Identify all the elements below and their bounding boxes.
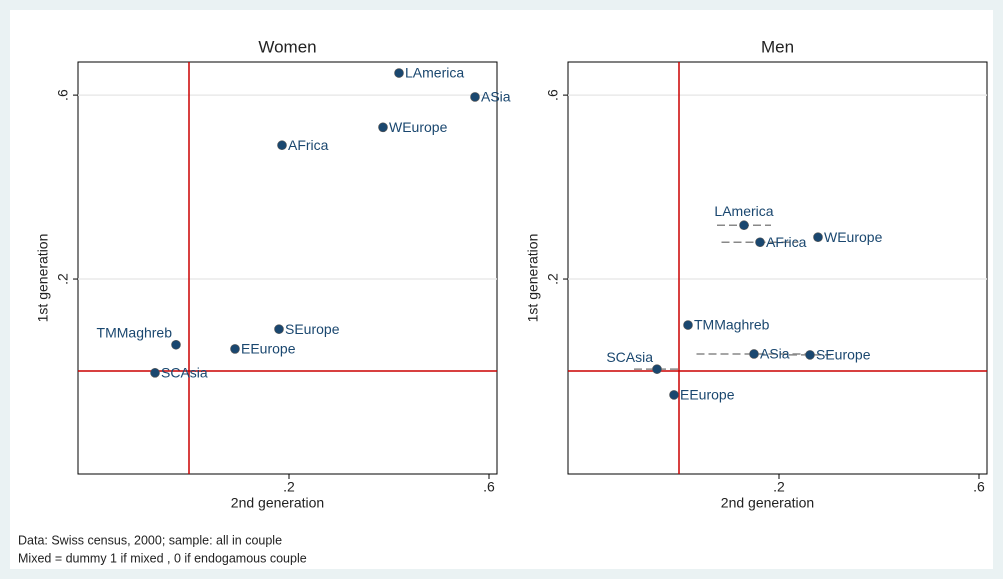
point — [150, 368, 160, 378]
y-axis-label: 1st generation — [35, 234, 51, 323]
y-tick-label: .2 — [545, 273, 561, 285]
point-label: AFrica — [288, 137, 329, 153]
note: Data: Swiss census, 2000; sample: all in… — [18, 533, 282, 547]
point-label: TMMaghreb — [694, 317, 770, 333]
x-tick-label: .2 — [773, 479, 785, 495]
x-tick-label: .6 — [973, 479, 985, 495]
point-label: AFrica — [766, 234, 807, 250]
point — [813, 232, 823, 242]
plot-area — [567, 61, 988, 475]
panel-title: Men — [761, 37, 794, 56]
x-axis-label: 2nd generation — [721, 495, 814, 511]
point — [805, 350, 815, 360]
point-label: SEurope — [816, 347, 871, 363]
point — [652, 364, 662, 374]
point-label: EEurope — [241, 341, 296, 357]
point — [394, 68, 404, 78]
y-axis-label: 1st generation — [525, 234, 541, 323]
point-label: SCAsia — [161, 365, 208, 381]
panel-title: Women — [258, 37, 316, 56]
point-label: LAmerica — [714, 203, 773, 219]
y-tick-label: .2 — [55, 273, 71, 285]
point-label: EEurope — [680, 387, 735, 403]
point — [683, 320, 693, 330]
point — [755, 237, 765, 248]
point — [749, 349, 759, 359]
point — [171, 339, 181, 350]
x-axis-label: 2nd generation — [231, 495, 324, 511]
point — [274, 324, 284, 334]
point — [669, 390, 679, 400]
point-label: LAmerica — [405, 65, 464, 81]
point-label: ASia — [760, 346, 790, 362]
point — [470, 92, 480, 102]
note: Mixed = dummy 1 if mixed , 0 if endogamo… — [18, 551, 307, 565]
point-label: TMMaghreb — [97, 324, 173, 340]
plot-area — [77, 61, 498, 475]
point — [739, 220, 749, 231]
x-tick-label: .6 — [483, 479, 495, 495]
point — [230, 344, 240, 354]
y-tick-label: .6 — [545, 89, 561, 101]
point-label: SEurope — [285, 321, 340, 337]
point — [378, 122, 388, 133]
x-tick-label: .2 — [283, 479, 295, 495]
point-label: SCAsia — [606, 349, 653, 365]
point-label: WEurope — [389, 119, 448, 135]
point — [277, 140, 287, 151]
point-label: WEurope — [824, 229, 883, 245]
y-tick-label: .6 — [55, 89, 71, 101]
point-label: ASia — [481, 89, 511, 105]
